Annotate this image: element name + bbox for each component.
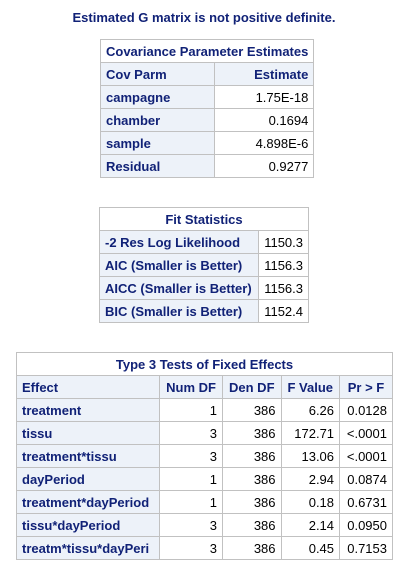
- table-row: treatment*tissu 3 386 13.06 <.0001: [15, 444, 393, 468]
- table-row: tissu*dayPeriod 3 386 2.14 0.0950: [15, 513, 393, 537]
- cell-value: 386: [222, 536, 282, 560]
- cell-value: 13.06: [280, 444, 341, 468]
- cell-value: 3: [159, 536, 224, 560]
- table-row: tissu 3 386 172.71 <.0001: [15, 421, 393, 445]
- row-header: campagne: [99, 85, 216, 109]
- cell-value: 386: [222, 467, 282, 491]
- cell-value: 0.18: [280, 490, 341, 514]
- column-header: Num DF: [159, 375, 224, 399]
- row-header: dayPeriod: [15, 467, 161, 491]
- column-header: Cov Parm: [99, 62, 216, 86]
- table-row: treatm*tissu*dayPeri 3 386 0.45 0.7153: [15, 536, 393, 560]
- cell-value: 386: [222, 421, 282, 445]
- row-header: tissu*dayPeriod: [15, 513, 161, 537]
- cell-value: 1156.3: [257, 276, 310, 300]
- cell-value: 0.45: [280, 536, 341, 560]
- table-row: dayPeriod 1 386 2.94 0.0874: [15, 467, 393, 491]
- warning-note: Estimated G matrix is not positive defin…: [72, 10, 336, 25]
- row-header: sample: [99, 131, 216, 155]
- column-header: Effect: [15, 375, 161, 399]
- cell-value: <.0001: [339, 421, 393, 445]
- cell-value: 1: [159, 467, 224, 491]
- cell-value: 386: [222, 444, 282, 468]
- cell-value: 6.26: [280, 398, 341, 422]
- cell-value: 1.75E-18: [214, 85, 315, 109]
- cell-value: 4.898E-6: [214, 131, 315, 155]
- cell-value: 0.0874: [339, 467, 393, 491]
- cell-value: 2.94: [280, 467, 341, 491]
- cell-value: 3: [159, 421, 224, 445]
- row-header: AIC (Smaller is Better): [99, 253, 259, 277]
- table-row: Residual 0.9277: [99, 154, 315, 178]
- cell-value: 3: [159, 513, 224, 537]
- row-header: -2 Res Log Likelihood: [99, 230, 259, 254]
- row-header: AICC (Smaller is Better): [99, 276, 259, 300]
- cell-value: 0.7153: [339, 536, 393, 560]
- cell-value: 386: [222, 490, 282, 514]
- cell-value: 1156.3: [257, 253, 310, 277]
- column-header: F Value: [280, 375, 341, 399]
- cell-value: 2.14: [280, 513, 341, 537]
- cell-value: <.0001: [339, 444, 393, 468]
- table-row: AICC (Smaller is Better) 1156.3: [99, 276, 310, 300]
- table-title: Covariance Parameter Estimates: [99, 39, 315, 63]
- column-header: Estimate: [214, 62, 315, 86]
- cell-value: 172.71: [280, 421, 341, 445]
- cell-value: 3: [159, 444, 224, 468]
- row-header: BIC (Smaller is Better): [99, 299, 259, 323]
- cell-value: 386: [222, 513, 282, 537]
- table-title: Fit Statistics: [99, 207, 309, 231]
- column-header: Den DF: [222, 375, 282, 399]
- cell-value: 1150.3: [257, 230, 310, 254]
- cell-value: 386: [222, 398, 282, 422]
- row-header: treatment: [15, 398, 161, 422]
- table-title: Type 3 Tests of Fixed Effects: [16, 352, 393, 376]
- covariance-parameter-table: Covariance Parameter Estimates Cov Parm …: [99, 39, 315, 178]
- cell-value: 1: [159, 398, 224, 422]
- cell-value: 0.1694: [214, 108, 315, 132]
- table-row: sample 4.898E-6: [99, 131, 315, 155]
- cell-value: 0.0950: [339, 513, 393, 537]
- table-row: chamber 0.1694: [99, 108, 315, 132]
- table-row: BIC (Smaller is Better) 1152.4: [99, 299, 310, 323]
- table-row: AIC (Smaller is Better) 1156.3: [99, 253, 310, 277]
- table-row: -2 Res Log Likelihood 1150.3: [99, 230, 310, 254]
- row-header: chamber: [99, 108, 216, 132]
- row-header: treatm*tissu*dayPeri: [15, 536, 161, 560]
- row-header: treatment*dayPeriod: [15, 490, 161, 514]
- cell-value: 1: [159, 490, 224, 514]
- table-row: treatment*dayPeriod 1 386 0.18 0.6731: [15, 490, 393, 514]
- table-row: treatment 1 386 6.26 0.0128: [15, 398, 393, 422]
- type3-tests-table: Type 3 Tests of Fixed Effects Effect Num…: [15, 352, 393, 560]
- cell-value: 1152.4: [257, 299, 310, 323]
- row-header: Residual: [99, 154, 216, 178]
- fit-statistics-table: Fit Statistics -2 Res Log Likelihood 115…: [99, 207, 310, 323]
- cell-value: 0.0128: [339, 398, 393, 422]
- cell-value: 0.9277: [214, 154, 315, 178]
- row-header: tissu: [15, 421, 161, 445]
- row-header: treatment*tissu: [15, 444, 161, 468]
- cell-value: 0.6731: [339, 490, 393, 514]
- column-header: Pr > F: [339, 375, 393, 399]
- table-row: campagne 1.75E-18: [99, 85, 315, 109]
